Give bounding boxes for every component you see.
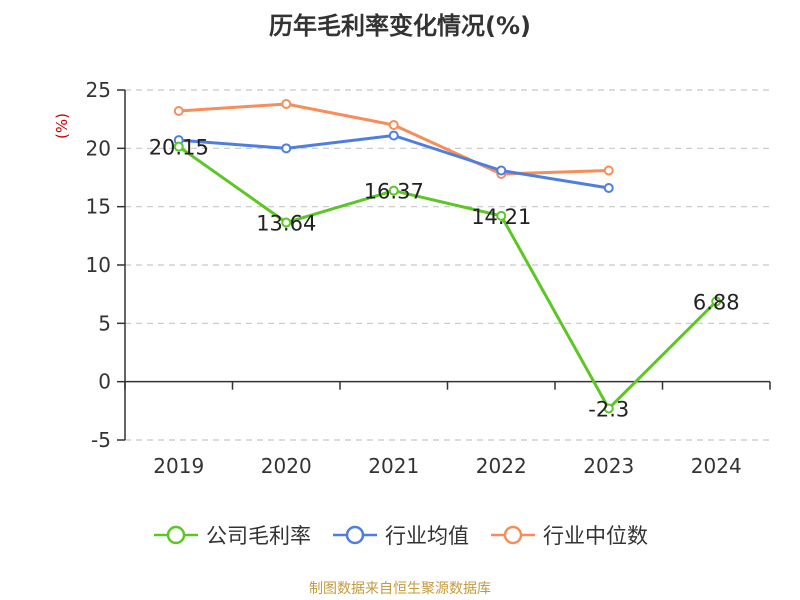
y-tick-label: 20 xyxy=(86,136,111,160)
data-point xyxy=(496,165,507,176)
series xyxy=(173,99,722,414)
legend-swatch-icon xyxy=(491,525,535,545)
data-point xyxy=(173,106,184,116)
legend-swatch-icon xyxy=(154,525,198,545)
legend-label: 公司毛利率 xyxy=(206,524,311,548)
y-tick-label: 5 xyxy=(98,311,111,335)
data-point xyxy=(388,130,399,141)
legend-item[interactable]: 公司毛利率 xyxy=(152,520,311,550)
data-labels: 20.15 13.64 16.37 14.21 -2.3 6.88 xyxy=(149,136,740,422)
legend-item[interactable]: 行业中位数 xyxy=(489,520,648,550)
data-point xyxy=(603,183,614,193)
source-note: 制图数据来自恒生聚源数据库 xyxy=(309,581,491,597)
legend-swatch-marker xyxy=(503,525,523,545)
y-tick-label: 25 xyxy=(86,78,111,102)
data-point xyxy=(173,141,184,152)
legend-swatch-marker xyxy=(166,525,186,545)
x-tick-label: 2020 xyxy=(261,454,312,478)
x-tick-label: 2021 xyxy=(368,454,419,478)
data-label: 14.21 xyxy=(471,205,531,229)
data-label: 20.15 xyxy=(149,136,209,160)
data-label: 6.88 xyxy=(693,290,740,314)
x-tick-label: 2023 xyxy=(583,454,634,478)
data-point xyxy=(388,185,399,196)
chart-title: 历年毛利率变化情况(%) xyxy=(269,12,531,40)
x-tick-label: 2022 xyxy=(476,454,527,478)
x-tick-label: 2024 xyxy=(691,454,742,478)
x-tick-label: 2019 xyxy=(153,454,204,478)
axes: -5 0 5 10 15 20 25 2019 2020 2021 2022 2023 2024 xyxy=(86,78,771,478)
data-label: -2.3 xyxy=(588,398,629,422)
data-point xyxy=(281,99,292,109)
legend-label: 行业中位数 xyxy=(543,524,648,548)
y-axis-label: (%) xyxy=(53,113,71,139)
legend: 公司毛利率 行业均值 行业中位数 xyxy=(0,520,800,550)
y-tick-label: 15 xyxy=(86,195,111,219)
data-point xyxy=(603,403,614,414)
y-tick-label: -5 xyxy=(91,428,111,452)
data-point xyxy=(711,296,722,307)
data-point xyxy=(281,217,292,228)
legend-swatch-marker xyxy=(345,525,365,545)
legend-swatch-icon xyxy=(333,525,377,545)
data-point xyxy=(388,120,399,130)
series-line xyxy=(177,145,718,410)
legend-label: 行业均值 xyxy=(385,524,469,548)
y-tick-label: 0 xyxy=(98,370,111,394)
data-label: 16.37 xyxy=(364,180,424,204)
data-point xyxy=(603,165,614,176)
data-point xyxy=(496,210,507,221)
y-tick-label: 10 xyxy=(86,253,111,277)
data-point xyxy=(281,143,292,154)
legend-item[interactable]: 行业均值 xyxy=(331,520,469,550)
data-label: 13.64 xyxy=(256,212,316,236)
